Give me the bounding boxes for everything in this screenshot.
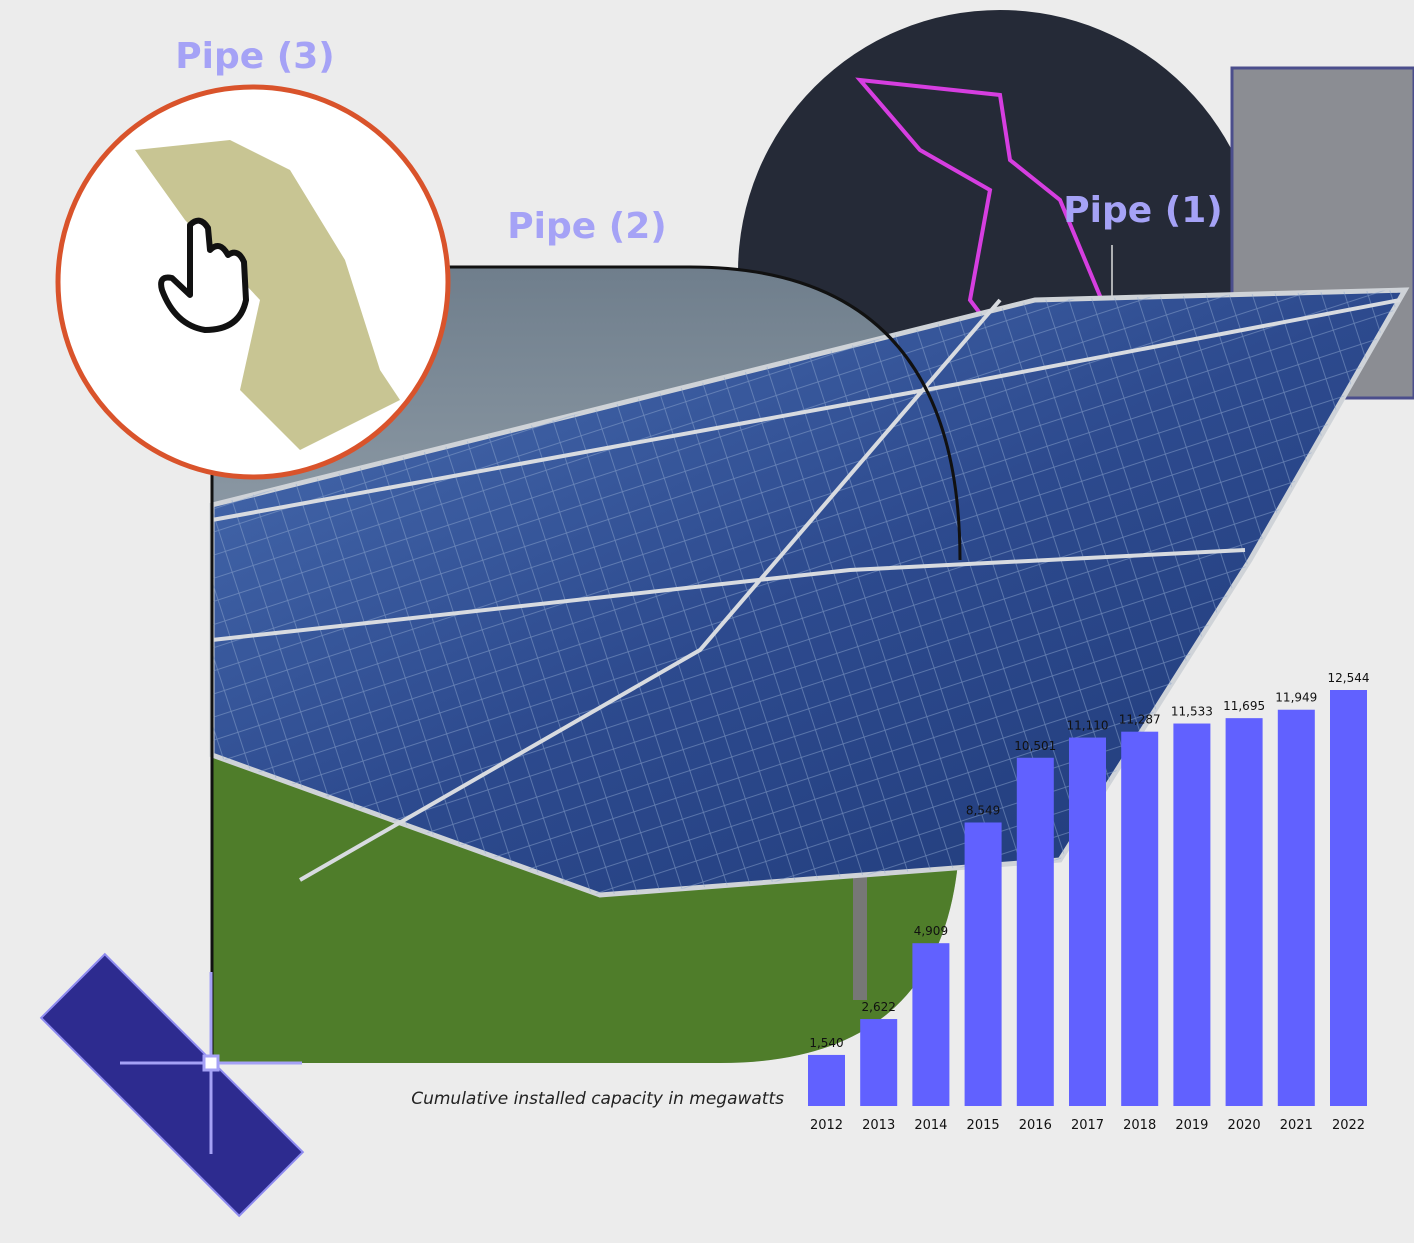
panel-frames <box>211 298 1401 882</box>
value-label: 4,909 <box>914 924 948 938</box>
panel-icon <box>39 952 305 1218</box>
x-tick-label: 2015 <box>967 1118 1000 1133</box>
x-tick-label: 2014 <box>914 1118 947 1133</box>
x-tick-label: 2020 <box>1228 1118 1261 1133</box>
x-tick-label: 2012 <box>810 1118 843 1133</box>
pipe-label: Pipe (3) <box>175 36 334 77</box>
x-tick-label: 2022 <box>1332 1118 1365 1133</box>
value-label: 10,501 <box>1014 739 1056 753</box>
x-tick-label: 2013 <box>862 1118 895 1133</box>
chart-caption: Cumulative installed capacity in megawat… <box>411 1089 784 1109</box>
x-tick-label: 2017 <box>1071 1118 1104 1133</box>
bar <box>808 1054 845 1106</box>
x-tick-label: 2019 <box>1175 1118 1208 1133</box>
bar <box>912 943 950 1106</box>
bar <box>1121 731 1159 1106</box>
value-label: 1,540 <box>809 1036 843 1050</box>
crosshair-box <box>202 1054 220 1072</box>
value-label: 11,287 <box>1119 713 1161 727</box>
x-tick-label: 2021 <box>1280 1118 1313 1133</box>
value-label: 8,549 <box>966 803 1000 817</box>
bar <box>1016 757 1054 1106</box>
hand-cursor <box>158 217 249 333</box>
bar <box>860 1019 898 1106</box>
bar <box>1069 737 1106 1106</box>
x-tick-label: 2018 <box>1123 1118 1156 1133</box>
panel-cells <box>212 290 1405 895</box>
value-label: 11,695 <box>1223 699 1265 713</box>
bar <box>1330 690 1367 1106</box>
value-label: 12,544 <box>1328 671 1370 685</box>
value-label: 2,622 <box>862 1000 896 1014</box>
map-area <box>135 140 400 450</box>
pipe-label: Pipe (2) <box>507 206 666 247</box>
x-tick-label: 2016 <box>1019 1118 1052 1133</box>
bar <box>1173 723 1211 1106</box>
pipe-label: Pipe (1) <box>1063 190 1222 231</box>
bar <box>1225 718 1263 1106</box>
value-label: 11,533 <box>1171 705 1213 719</box>
value-label: 11,949 <box>1275 691 1317 705</box>
bar <box>964 822 1002 1106</box>
value-label: 11,110 <box>1067 719 1109 733</box>
bar <box>1277 709 1315 1106</box>
